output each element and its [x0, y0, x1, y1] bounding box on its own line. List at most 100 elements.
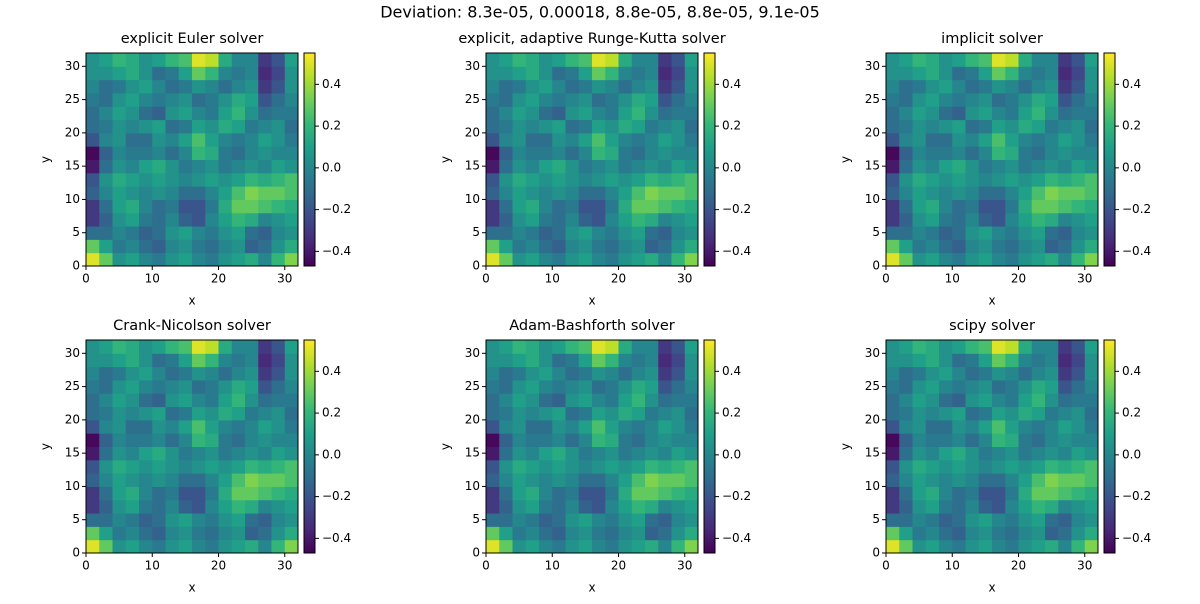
cell	[139, 66, 153, 81]
cell	[899, 353, 913, 368]
cell	[965, 366, 980, 381]
cell	[152, 486, 166, 501]
cell	[912, 499, 927, 514]
cell	[539, 146, 553, 160]
cell	[684, 199, 699, 214]
cell	[125, 433, 140, 447]
cell	[925, 212, 940, 227]
cell	[539, 459, 553, 474]
cell	[992, 92, 1006, 107]
cell	[886, 419, 900, 434]
cell	[178, 446, 193, 461]
cell	[552, 526, 566, 541]
cell	[912, 53, 927, 67]
colorbar-tick-label: −0.2	[322, 489, 351, 503]
cell	[284, 486, 299, 501]
x-tick-label: 20	[1011, 559, 1026, 573]
cell	[552, 499, 566, 514]
cell	[631, 252, 646, 267]
cell	[658, 433, 672, 447]
cell	[499, 486, 513, 501]
cell	[671, 199, 686, 214]
cell	[1045, 340, 1059, 354]
cell	[99, 473, 113, 487]
cell	[1031, 499, 1046, 514]
cell	[139, 186, 153, 200]
cell	[592, 252, 606, 267]
cell	[1045, 459, 1059, 474]
cell	[1031, 353, 1046, 368]
cell	[245, 539, 259, 554]
cell	[125, 132, 140, 147]
cell	[1045, 172, 1059, 187]
cell	[165, 119, 180, 134]
cell	[645, 66, 659, 81]
cell	[271, 340, 286, 354]
cell	[1018, 406, 1033, 421]
cell	[992, 119, 1006, 134]
cell	[1018, 66, 1033, 81]
y-tick-label: 20	[865, 412, 880, 426]
cell	[205, 146, 219, 160]
cell	[552, 132, 566, 147]
cell	[525, 79, 540, 94]
cell	[1045, 473, 1059, 487]
cell	[525, 406, 540, 421]
cell	[486, 199, 500, 214]
cell	[539, 92, 553, 107]
cell	[552, 433, 566, 447]
cell	[1031, 226, 1046, 240]
cell	[939, 199, 953, 214]
cell	[899, 340, 913, 354]
cell	[1071, 132, 1086, 147]
cell	[99, 119, 113, 134]
cell	[565, 393, 580, 408]
cell	[1058, 226, 1072, 240]
cell	[592, 159, 606, 174]
cell	[139, 119, 153, 134]
cell	[245, 159, 259, 174]
cell	[684, 159, 699, 174]
cell	[1045, 66, 1059, 81]
cell	[192, 239, 206, 254]
cell	[925, 53, 940, 67]
cell	[978, 340, 993, 354]
cell	[578, 186, 593, 200]
cell	[965, 186, 980, 200]
cell	[1045, 353, 1059, 368]
cell	[99, 146, 113, 160]
cell	[671, 92, 686, 107]
cell	[978, 499, 993, 514]
cell	[1071, 66, 1086, 81]
cell	[645, 252, 659, 267]
cell	[658, 239, 672, 254]
cell	[965, 92, 980, 107]
cell	[1071, 92, 1086, 107]
cell	[965, 486, 980, 501]
cell	[486, 79, 500, 94]
cell	[86, 212, 100, 227]
cell	[645, 106, 659, 121]
cell	[965, 340, 980, 354]
cell	[605, 459, 619, 474]
cell	[552, 119, 566, 134]
cell	[925, 486, 940, 501]
cell	[539, 252, 553, 267]
cell	[165, 353, 180, 368]
cell	[645, 499, 659, 514]
cell	[192, 172, 206, 187]
cell	[671, 433, 686, 447]
cell	[925, 393, 940, 408]
cell	[525, 499, 540, 514]
cell	[658, 119, 672, 134]
cell	[1005, 513, 1019, 527]
cell	[925, 132, 940, 147]
cell	[525, 473, 540, 487]
cell	[271, 473, 286, 487]
cell	[165, 446, 180, 461]
cell	[684, 172, 699, 187]
cell	[631, 172, 646, 187]
cell	[1005, 146, 1019, 160]
cell	[658, 92, 672, 107]
cell	[284, 539, 299, 554]
